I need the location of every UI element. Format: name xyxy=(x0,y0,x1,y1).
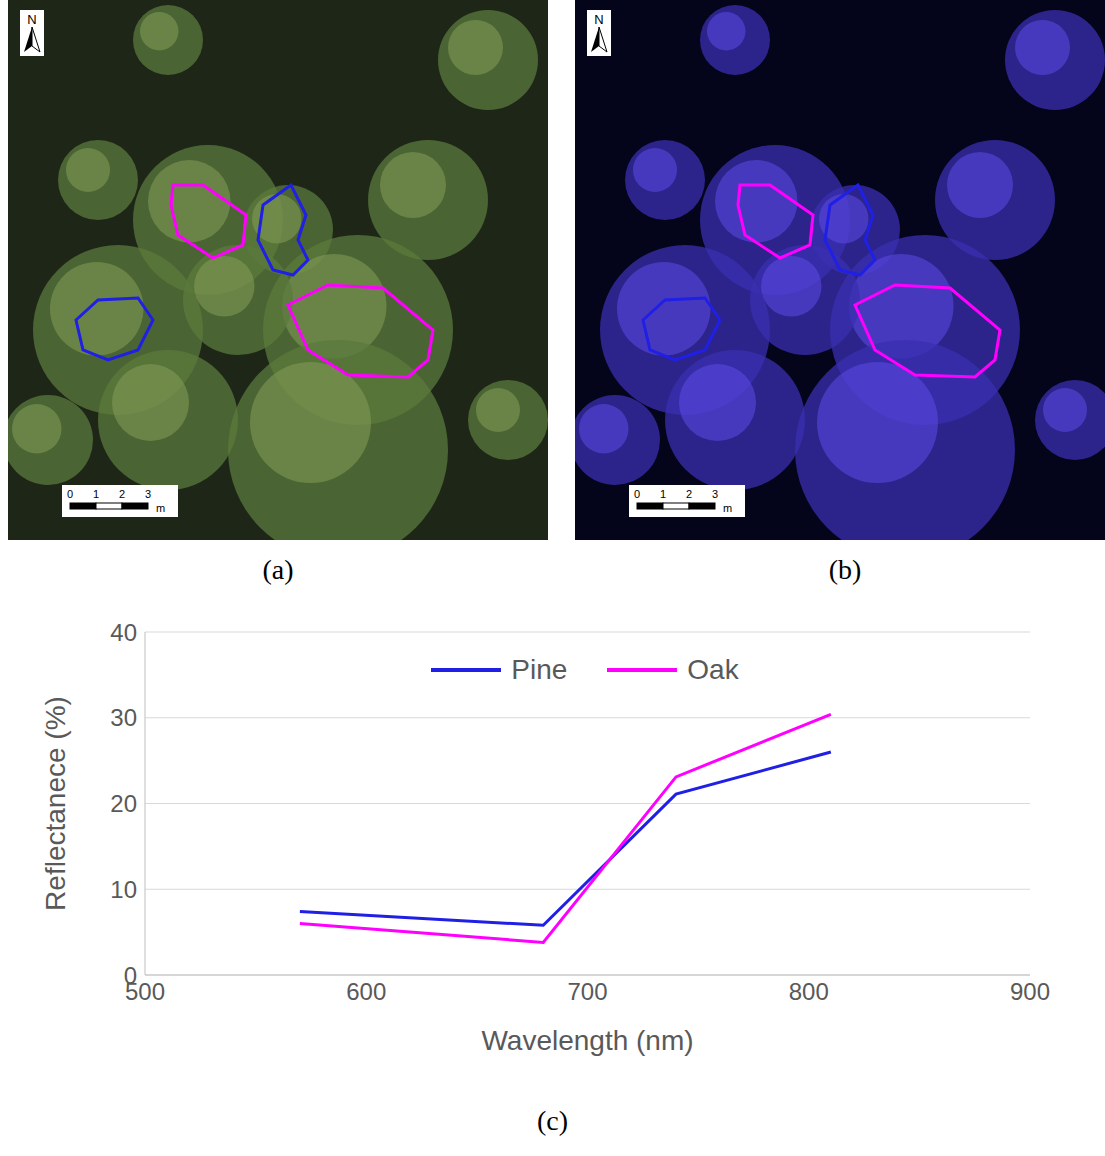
svg-text:N: N xyxy=(27,12,36,27)
svg-text:10: 10 xyxy=(110,876,137,903)
svg-text:900: 900 xyxy=(1010,978,1050,1005)
svg-text:Wavelength (nm): Wavelength (nm) xyxy=(481,1025,693,1056)
svg-text:N: N xyxy=(594,12,603,27)
html-text:Oak: Oak xyxy=(687,654,739,685)
svg-text:30: 30 xyxy=(110,704,137,731)
html-text:(a): (a) xyxy=(262,554,294,585)
svg-text:700: 700 xyxy=(567,978,607,1005)
svg-text:m: m xyxy=(723,502,732,514)
svg-text:40: 40 xyxy=(110,619,137,646)
svg-text:500: 500 xyxy=(125,978,165,1005)
html-text:(c): (c) xyxy=(537,1105,568,1136)
svg-text:3: 3 xyxy=(145,488,151,500)
svg-text:0: 0 xyxy=(634,488,640,500)
svg-text:0: 0 xyxy=(67,488,73,500)
html-text:Pine: Pine xyxy=(511,654,568,685)
svg-text:m: m xyxy=(156,502,165,514)
html-text:(b): (b) xyxy=(828,554,862,585)
svg-text:2: 2 xyxy=(686,488,692,500)
svg-text:800: 800 xyxy=(789,978,829,1005)
svg-text:2: 2 xyxy=(119,488,125,500)
svg-text:1: 1 xyxy=(660,488,666,500)
svg-text:3: 3 xyxy=(712,488,718,500)
svg-text:0: 0 xyxy=(124,962,137,989)
svg-text:1: 1 xyxy=(93,488,99,500)
svg-text:600: 600 xyxy=(346,978,386,1005)
svg-text:Reflectanece (%): Reflectanece (%) xyxy=(40,696,71,911)
svg-text:20: 20 xyxy=(110,790,137,817)
